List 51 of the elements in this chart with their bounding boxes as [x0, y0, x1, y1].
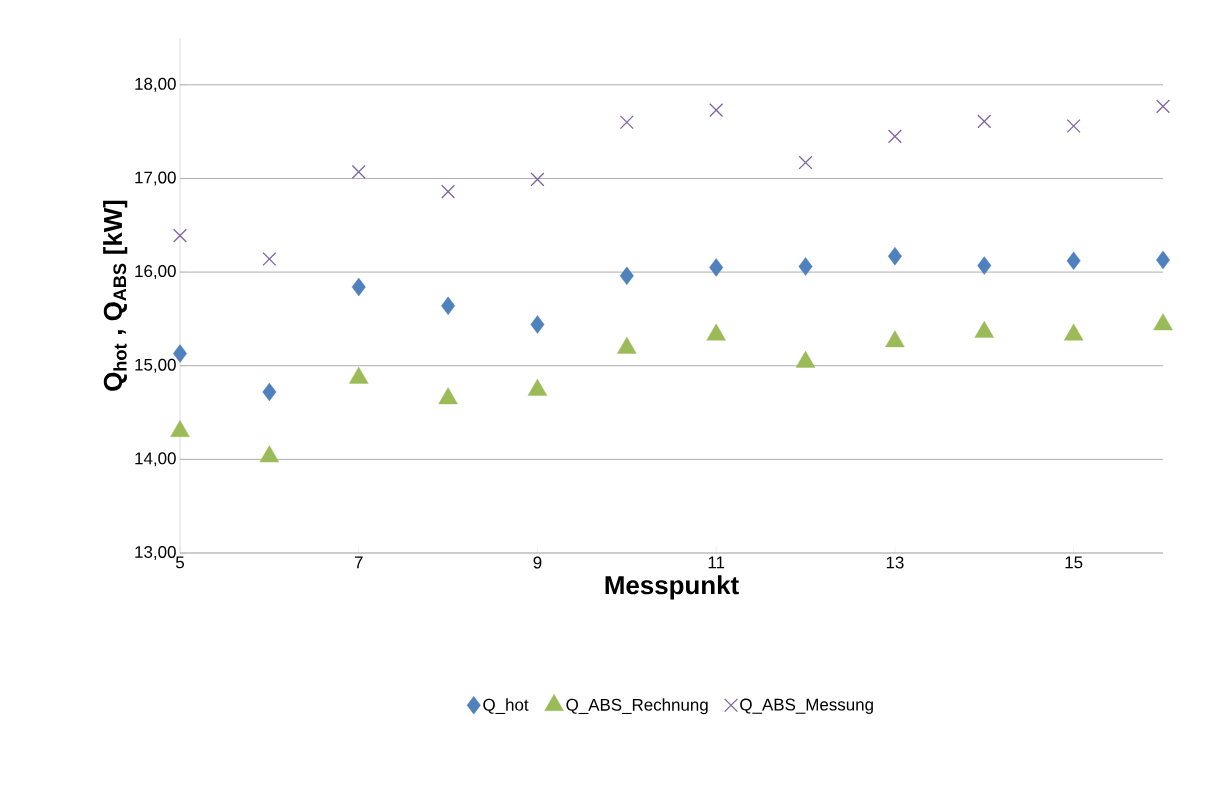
point: [887, 129, 902, 144]
y-axis-title: Q$_{hot}$ , Q$_{ABS}$ [kW]: [103, 200, 128, 391]
point: [1063, 323, 1084, 341]
x-tick-label: 9: [533, 556, 542, 569]
point: [885, 330, 905, 348]
x-axis-title: Messpunkt: [605, 575, 739, 600]
x-tick-label: 11: [708, 556, 725, 569]
y-tick-label: 18,00: [135, 77, 176, 92]
point: [172, 228, 188, 243]
point: [351, 277, 366, 297]
point: [530, 172, 545, 187]
legend-label: Q_hot: [483, 698, 529, 714]
point: [619, 266, 634, 286]
x-tick-label: 13: [886, 556, 904, 569]
point: [977, 256, 992, 275]
point: [798, 257, 813, 276]
y-tick-label: 16,00: [135, 265, 176, 280]
point: [977, 114, 992, 129]
point: [619, 115, 634, 130]
point: [1156, 99, 1171, 114]
point: [351, 164, 366, 179]
point: [441, 296, 456, 315]
x-tick-label: 7: [354, 556, 363, 569]
point: [974, 320, 995, 338]
x-tick-label: 15: [1065, 556, 1083, 569]
point: [795, 350, 816, 368]
point: [441, 184, 456, 199]
point: [527, 378, 548, 396]
point: [438, 387, 458, 405]
y-tick-label: 15,00: [135, 358, 176, 373]
point: [262, 251, 277, 266]
point: [709, 258, 724, 277]
point: [798, 155, 813, 170]
point: [1066, 251, 1081, 271]
legend-label: Q_ABS_Rechnung: [566, 698, 708, 715]
point: [1153, 313, 1173, 331]
point: [617, 336, 637, 354]
point: [349, 366, 369, 384]
point: [887, 246, 902, 266]
legend-label: Q_ABS_Messung: [740, 698, 873, 714]
point: [530, 315, 545, 334]
point: [709, 103, 724, 118]
point: [259, 445, 280, 463]
point: [170, 420, 190, 437]
y-tick-label: 13,00: [135, 546, 176, 560]
y-tick-label: 14,00: [135, 452, 176, 467]
point: [1156, 250, 1170, 270]
point: [706, 323, 726, 341]
x-tick-label: 5: [175, 556, 184, 569]
point: [1066, 119, 1081, 134]
y-tick-label: 17,00: [135, 171, 176, 186]
